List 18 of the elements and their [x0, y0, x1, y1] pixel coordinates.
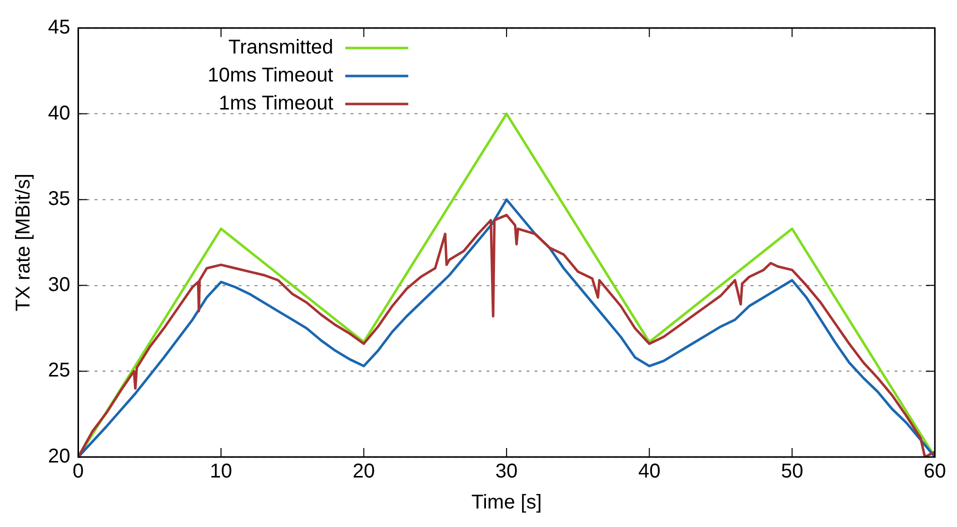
- y-tick-label: 25: [48, 360, 70, 382]
- y-tick-label: 30: [48, 274, 70, 296]
- y-tick-label: 45: [48, 16, 70, 39]
- y-tick-label: 20: [48, 446, 70, 468]
- x-tick-label: 20: [352, 460, 375, 483]
- y-tick-label: 35: [48, 188, 70, 210]
- x-tick-label: 40: [638, 460, 660, 483]
- x-tick-label: 0: [72, 460, 84, 483]
- legend-label: 1ms Timeout: [218, 92, 334, 115]
- legend-label: 10ms Timeout: [208, 64, 334, 87]
- x-tick-label: 30: [495, 460, 518, 483]
- y-tick-label: 40: [48, 102, 70, 124]
- legend-label: Transmitted: [228, 36, 334, 59]
- x-tick-label: 50: [780, 460, 804, 483]
- x-axis-title: Time [s]: [471, 492, 542, 514]
- y-axis-title: TX rate [MBit/s]: [12, 174, 35, 312]
- x-tick-label: 10: [210, 460, 232, 483]
- x-tick-label: 60: [924, 460, 946, 483]
